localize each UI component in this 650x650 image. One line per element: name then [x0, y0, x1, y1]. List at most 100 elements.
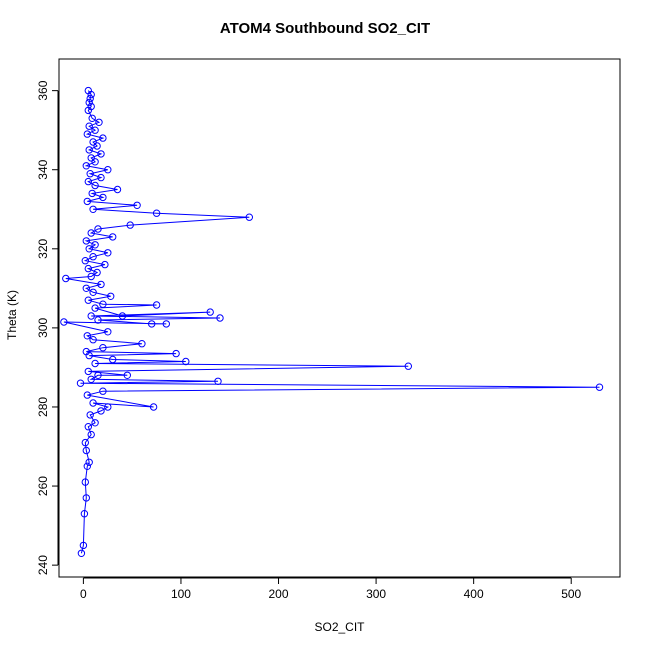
x-axis: 0 100 200 300 400 500 — [80, 577, 582, 601]
data-point — [182, 357, 190, 366]
data-point — [88, 114, 96, 123]
data-point — [87, 312, 95, 320]
data-point — [404, 362, 412, 370]
y-tick-label: 240 — [36, 555, 50, 575]
data-point — [99, 134, 107, 142]
data-point — [84, 264, 93, 273]
data-point — [87, 154, 95, 162]
data-point — [84, 423, 93, 431]
data-point — [152, 301, 161, 309]
series-line — [63, 90, 600, 554]
data-point — [89, 288, 97, 296]
y-tick-label: 340 — [36, 159, 50, 179]
chart-title: ATOM4 Southbound SO2_CIT — [219, 20, 431, 37]
data-point — [85, 98, 93, 107]
data-point — [245, 213, 254, 221]
data-point — [104, 403, 112, 411]
data-point — [104, 328, 112, 336]
data-point — [104, 166, 112, 174]
data-point — [97, 407, 105, 415]
data-point — [86, 170, 94, 178]
data-point — [82, 347, 91, 356]
data-point — [87, 102, 95, 111]
data-point — [93, 142, 101, 150]
data-point — [88, 189, 96, 198]
x-tick-label: 200 — [269, 587, 289, 601]
data-point — [83, 197, 92, 206]
data-point — [97, 173, 105, 182]
data-point — [81, 478, 90, 486]
data-point — [162, 320, 171, 328]
data-point — [87, 375, 95, 383]
data-point — [86, 411, 94, 419]
data-point — [206, 308, 214, 316]
data-point — [148, 320, 156, 328]
plot-area-frame — [58, 58, 621, 578]
data-point — [84, 296, 93, 304]
x-tick-label: 100 — [171, 587, 191, 601]
data-point — [81, 257, 90, 265]
data-point — [89, 138, 97, 146]
data-point — [123, 371, 132, 379]
data-point — [84, 86, 93, 95]
x-axis-label: SO2_CIT — [314, 620, 365, 634]
data-point — [89, 205, 97, 214]
data-point — [94, 225, 102, 233]
data-point — [97, 280, 105, 289]
data-point — [83, 130, 92, 138]
data-point — [172, 349, 180, 358]
data-point — [149, 403, 158, 411]
data-point — [94, 316, 102, 324]
series-layer — [60, 86, 604, 557]
data-point — [91, 158, 99, 166]
data-point — [109, 355, 117, 364]
y-tick-label: 320 — [36, 238, 50, 258]
data-point — [214, 377, 222, 385]
data-point — [99, 300, 107, 308]
data-point — [82, 162, 91, 170]
data-point — [104, 249, 112, 257]
data-point — [84, 367, 93, 376]
data-point — [79, 541, 88, 550]
data-point — [91, 181, 99, 190]
data-point — [113, 185, 122, 194]
data-point — [595, 383, 604, 391]
data-point — [94, 371, 102, 379]
data-point — [82, 446, 91, 455]
data-point — [99, 387, 107, 395]
data-point — [87, 430, 95, 439]
data-point — [87, 229, 95, 237]
data-point — [89, 399, 97, 407]
data-point — [89, 336, 97, 344]
data-point — [83, 332, 92, 340]
data-point — [76, 379, 85, 387]
y-tick-label: 360 — [36, 80, 50, 100]
data-point — [152, 209, 161, 217]
data-point — [85, 146, 93, 154]
data-point — [99, 193, 107, 202]
data-point — [93, 268, 101, 277]
data-point — [77, 549, 86, 557]
y-tick-label: 300 — [36, 318, 50, 338]
data-point — [87, 272, 95, 281]
data-point — [91, 359, 99, 368]
data-point — [91, 419, 99, 427]
data-point — [107, 292, 115, 300]
data-point — [216, 314, 224, 322]
data-point — [82, 494, 91, 502]
data-point — [85, 245, 93, 253]
y-axis: 240 260 280 300 320 340 360 — [36, 80, 59, 575]
data-point — [83, 391, 92, 399]
data-point — [91, 304, 99, 312]
data-point — [80, 510, 89, 518]
data-point — [109, 233, 117, 241]
data-point — [126, 221, 134, 229]
data-point — [101, 260, 109, 269]
data-point — [82, 237, 91, 245]
x-tick-label: 0 — [80, 587, 87, 601]
data-point — [91, 241, 99, 249]
data-point — [89, 253, 97, 261]
data-point — [82, 284, 91, 292]
x-tick-label: 400 — [464, 587, 484, 601]
data-point — [133, 201, 141, 210]
